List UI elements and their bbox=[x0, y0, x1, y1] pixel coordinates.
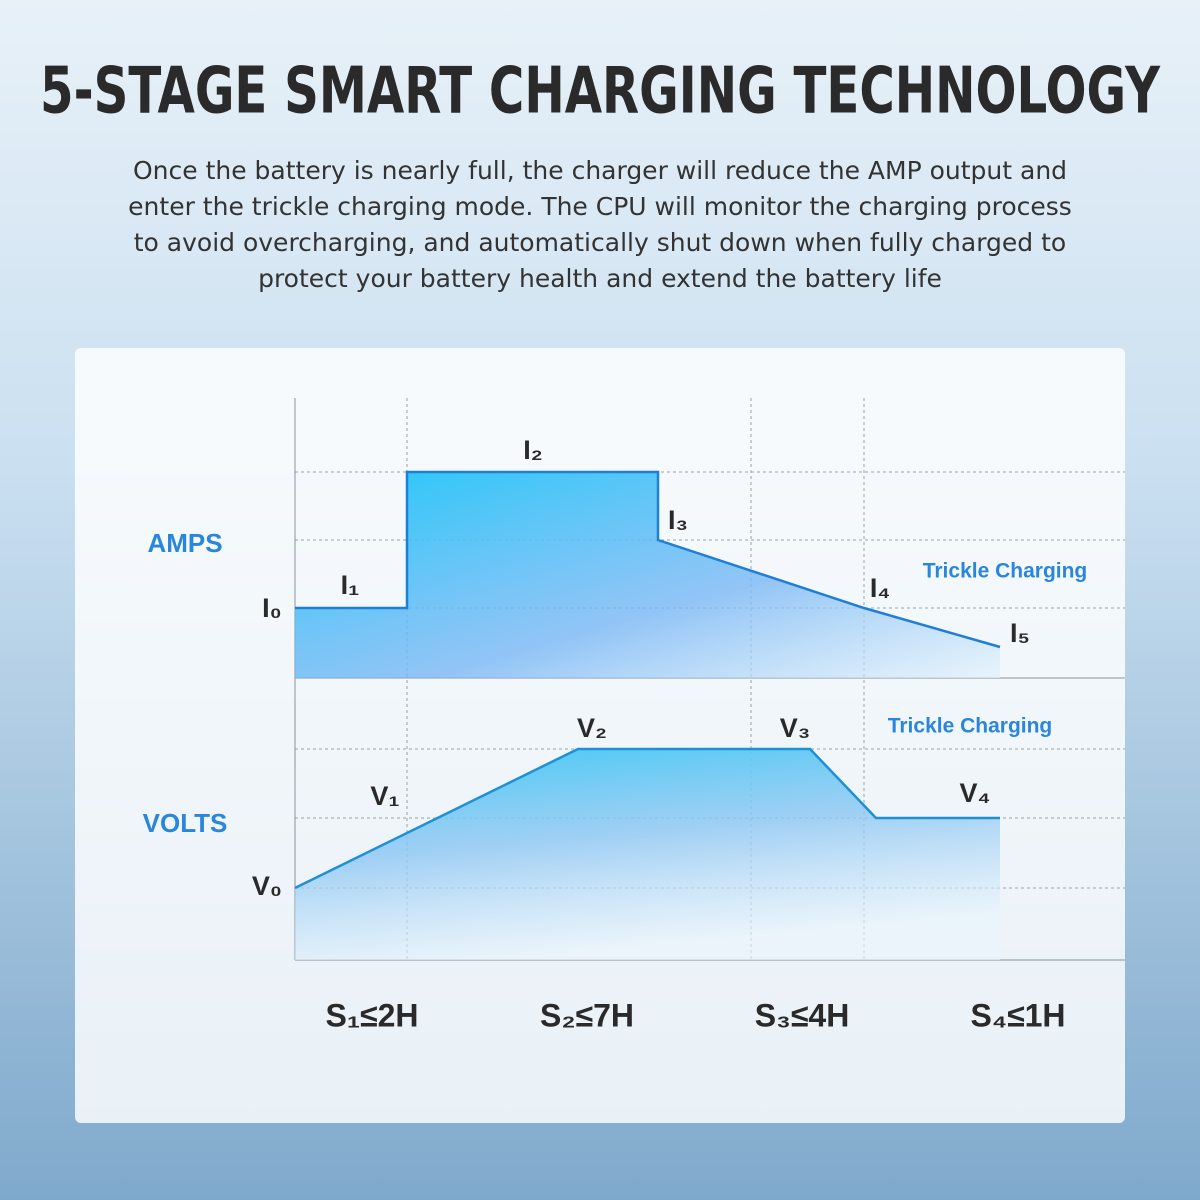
point-label: I₁ bbox=[341, 570, 360, 600]
title: 5-STAGE SMART CHARGING TECHNOLOGY bbox=[40, 55, 1160, 129]
point-label: I₀ bbox=[262, 593, 282, 623]
point-label: V₃ bbox=[780, 713, 811, 743]
stage-label: S₂≤7H bbox=[540, 997, 634, 1033]
point-label: V₀ bbox=[252, 871, 282, 901]
point-label: I₂ bbox=[523, 435, 543, 465]
amps-line bbox=[295, 470, 1001, 649]
point-label: I₄ bbox=[870, 573, 890, 603]
description-line: Once the battery is nearly full, the cha… bbox=[133, 156, 1067, 185]
point-label: V₂ bbox=[577, 713, 607, 743]
trickle-note: Trickle Charging bbox=[888, 715, 1053, 738]
description-line: enter the trickle charging mode. The CPU… bbox=[128, 192, 1072, 221]
point-label: I₅ bbox=[1010, 618, 1030, 648]
stage-label: S₄≤1H bbox=[970, 997, 1065, 1033]
point-label: V₄ bbox=[960, 778, 991, 808]
volts-line bbox=[294, 747, 1000, 890]
trickle-note: Trickle Charging bbox=[923, 560, 1088, 583]
description-line: protect your battery health and extend t… bbox=[258, 264, 942, 293]
volts-label: VOLTS bbox=[143, 808, 228, 838]
amps-area bbox=[295, 472, 1000, 678]
stage-label: S₁≤2H bbox=[325, 997, 418, 1033]
amps-label: AMPS bbox=[147, 528, 222, 558]
point-label: V₁ bbox=[370, 781, 399, 811]
point-label: I₃ bbox=[668, 505, 688, 535]
description-line: to avoid overcharging, and automatically… bbox=[134, 228, 1066, 257]
stage-label: S₃≤4H bbox=[755, 997, 850, 1033]
